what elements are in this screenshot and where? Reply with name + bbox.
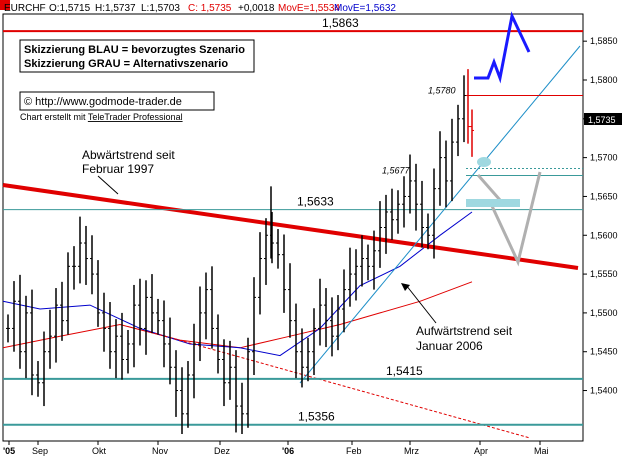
moving-average-fast xyxy=(2,211,473,357)
annotation-uptrend-arrow xyxy=(405,284,437,324)
y-axis-ticks: 1,58501,58001,57501,57001,56501,56001,55… xyxy=(583,36,618,396)
y-tick-label: 1,5450 xyxy=(590,347,618,357)
annotation-downtrend-line2: Februar 1997 xyxy=(82,162,154,176)
target-zone-lower xyxy=(466,199,520,207)
header-open: O:1,5715 xyxy=(49,3,91,14)
header-marker-icon xyxy=(0,0,10,10)
annotation-downtrend-arrow xyxy=(97,175,119,195)
price-bars xyxy=(6,69,474,435)
x-tick-label: Okt xyxy=(92,446,107,456)
copyright-block: © http://www.godmode-trader.de Chart ers… xyxy=(19,91,215,122)
y-tick-label: 1,5600 xyxy=(590,230,618,240)
uptrend-line xyxy=(299,45,581,384)
x-tick-label: Mrz xyxy=(404,446,419,456)
x-tick-label: Mai xyxy=(534,446,549,456)
annotation-uptrend-line1: Aufwärtstrend seit xyxy=(416,324,513,338)
header-symbol: EURCHF xyxy=(4,3,46,14)
x-tick-label: '05 xyxy=(3,446,15,456)
trend-lines xyxy=(2,45,581,439)
credit-text: Chart erstellt mit TeleTrader Profession… xyxy=(20,112,183,122)
x-tick-label: Nov xyxy=(152,446,169,456)
downtrend-line xyxy=(2,183,579,270)
target-zone-upper xyxy=(477,157,491,167)
legend-preferred-label: Skizzierung BLAU = bevorzugtes Szenario xyxy=(24,44,245,56)
y-tick-label: 1,5850 xyxy=(590,36,618,46)
level-label: 1,5415 xyxy=(386,364,423,378)
copyright-box xyxy=(19,91,215,111)
current-value-label: 1,5735 xyxy=(588,115,616,125)
header-ma1: MovE=1,5534 xyxy=(278,3,340,14)
level-label: 1,5677 xyxy=(382,165,411,175)
downtrend-line-old xyxy=(149,331,531,439)
y-tick-label: 1,5500 xyxy=(590,308,618,318)
scenario-sketches xyxy=(466,11,542,267)
x-axis-ticks: '05 Sep Okt Nov Dez '06 Feb Mrz Apr Mai xyxy=(3,441,549,456)
annotation-uptrend-arrowhead xyxy=(401,283,410,291)
moving-averages xyxy=(2,211,473,357)
moving-average-slow xyxy=(2,281,473,349)
chart-header: EURCHF O:1,5715 H:1,5737 L:1,5703 C: 1,5… xyxy=(0,0,396,14)
level-label: 1,5356 xyxy=(298,410,335,424)
copyright-text: © http://www.godmode-trader.de xyxy=(24,96,182,108)
level-label: 1,5780 xyxy=(428,86,456,96)
y-tick-label: 1,5550 xyxy=(590,269,618,279)
header-close: C: 1,5735 xyxy=(188,3,232,14)
x-tick-label: '06 xyxy=(282,446,294,456)
scenario-preferred-path xyxy=(474,11,531,84)
legend-alternative-label: Skizzierung GRAU = Alternativszenario xyxy=(24,58,228,70)
header-ma2: MovE=1,5632 xyxy=(334,3,396,14)
y-tick-label: 1,5800 xyxy=(590,75,618,85)
current-value-tag: 1,5735 xyxy=(584,113,622,125)
y-tick-label: 1,5650 xyxy=(590,191,618,201)
scenario-legend-box xyxy=(19,39,255,73)
level-lines xyxy=(3,30,583,426)
y-tick-label: 1,5400 xyxy=(590,386,618,396)
level-label: 1,5633 xyxy=(297,195,334,209)
x-tick-label: Apr xyxy=(474,446,488,456)
level-labels: 1,5863 1,5780 1,5677 1,5633 1,5415 1,5356 xyxy=(297,16,456,424)
header-low: L:1,5703 xyxy=(141,3,180,14)
scenario-legend: Skizzierung BLAU = bevorzugtes Szenario … xyxy=(19,39,255,73)
annotation-downtrend-line1: Abwärtstrend seit xyxy=(82,148,175,162)
header-high: H:1,5737 xyxy=(95,3,136,14)
credit-link[interactable]: TeleTrader Professional xyxy=(88,112,183,122)
header-change: +0,0018 xyxy=(238,3,275,14)
x-tick-label: Sep xyxy=(32,446,48,456)
x-tick-label: Dez xyxy=(214,446,231,456)
x-tick-label: Feb xyxy=(346,446,362,456)
annotation-uptrend-line2: Januar 2006 xyxy=(416,339,483,353)
y-tick-label: 1,5700 xyxy=(590,153,618,163)
level-label: 1,5863 xyxy=(322,16,359,30)
